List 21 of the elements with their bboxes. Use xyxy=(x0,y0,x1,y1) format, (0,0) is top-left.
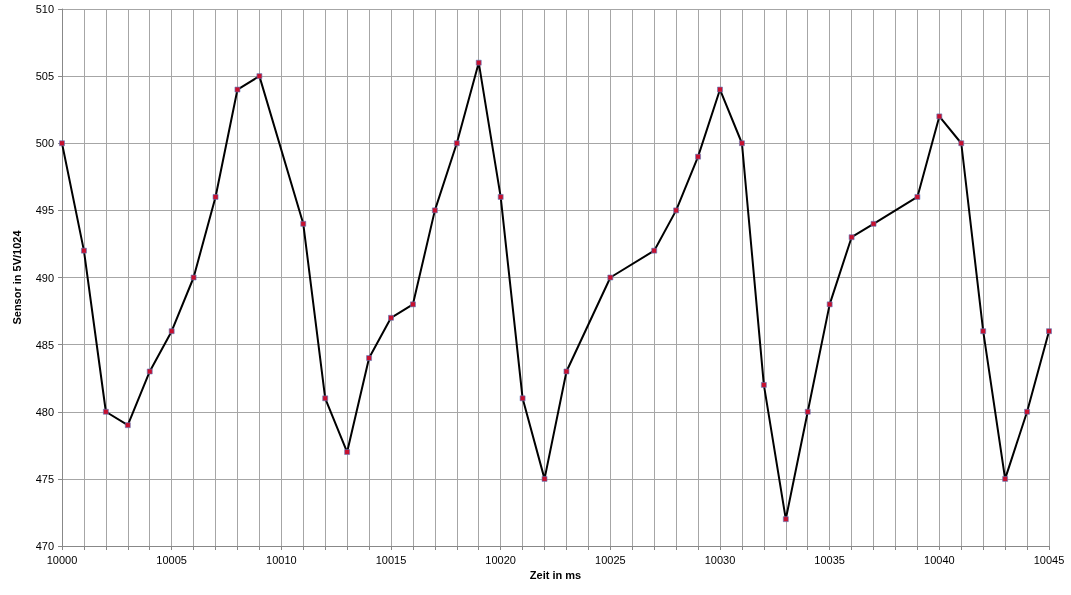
x-tick-label: 10030 xyxy=(704,553,736,566)
y-tick-label: 490 xyxy=(35,271,54,284)
x-tick-label: 10000 xyxy=(46,553,78,566)
x-tick-label: 10025 xyxy=(595,553,626,566)
y-tick-label: 485 xyxy=(35,338,54,351)
x-tick-label: 10010 xyxy=(266,553,297,566)
x-tick-label: 10015 xyxy=(375,553,407,566)
y-axis-title: Sensor in 5V/1024 xyxy=(10,229,23,325)
y-tick-label: 500 xyxy=(35,137,54,150)
y-tick-label: 495 xyxy=(35,204,54,217)
x-tick-label: 10005 xyxy=(156,553,187,566)
x-tick-label: 10040 xyxy=(924,553,955,566)
y-tick-label: 470 xyxy=(35,540,54,552)
x-tick-label: 10045 xyxy=(1033,553,1065,566)
x-tick-label: 10020 xyxy=(485,553,516,566)
y-tick-label: 475 xyxy=(35,472,54,485)
x-axis-title: Zeit in ms xyxy=(529,569,582,582)
y-tick-label: 480 xyxy=(35,405,54,418)
y-tick-label: 510 xyxy=(35,3,54,15)
y-tick-label: 505 xyxy=(35,70,54,83)
x-tick-label: 10035 xyxy=(814,553,845,566)
